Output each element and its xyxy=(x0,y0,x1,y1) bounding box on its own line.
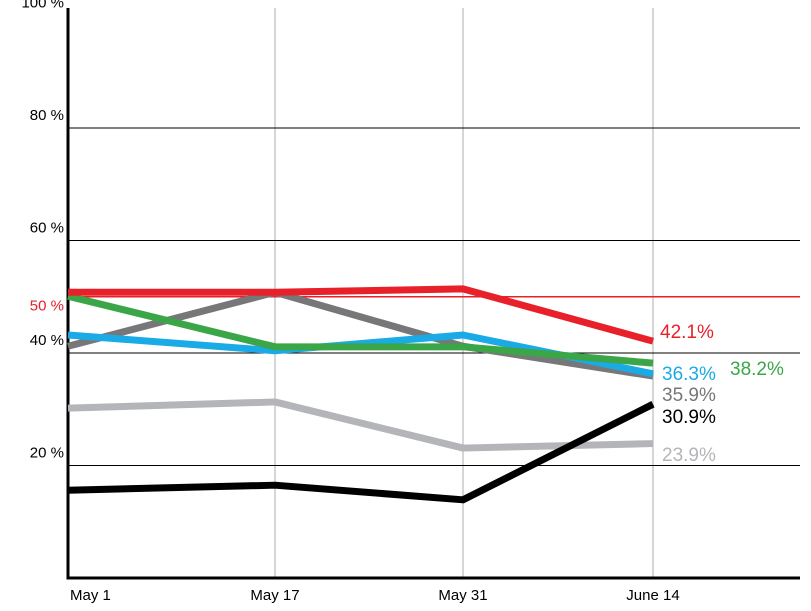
reference-label: 50 % xyxy=(30,298,64,315)
value-label: 23.9% xyxy=(662,445,716,466)
y-tick-label: 80 % xyxy=(30,107,64,124)
series-line xyxy=(67,401,655,504)
y-tick-label: 60 % xyxy=(30,219,64,236)
value-label: 42.1% xyxy=(660,322,714,343)
value-label: 35.9% xyxy=(662,385,716,406)
series-line xyxy=(67,292,654,367)
y-tick-label: 20 % xyxy=(30,444,64,461)
y-tick-label: 40 % xyxy=(30,332,64,349)
x-tick-label: May 17 xyxy=(250,587,299,604)
value-label: 38.2% xyxy=(730,359,784,380)
series-line xyxy=(67,288,654,380)
value-label: 36.3% xyxy=(662,364,716,385)
series-line xyxy=(67,398,654,452)
series-line xyxy=(68,285,654,345)
x-tick-label: May 31 xyxy=(438,587,487,604)
value-label: 30.9% xyxy=(662,407,716,428)
x-tick-label: June 14 xyxy=(626,587,679,604)
x-tick-label: May 1 xyxy=(70,587,111,604)
y-tick-label: 100 % xyxy=(21,0,64,11)
